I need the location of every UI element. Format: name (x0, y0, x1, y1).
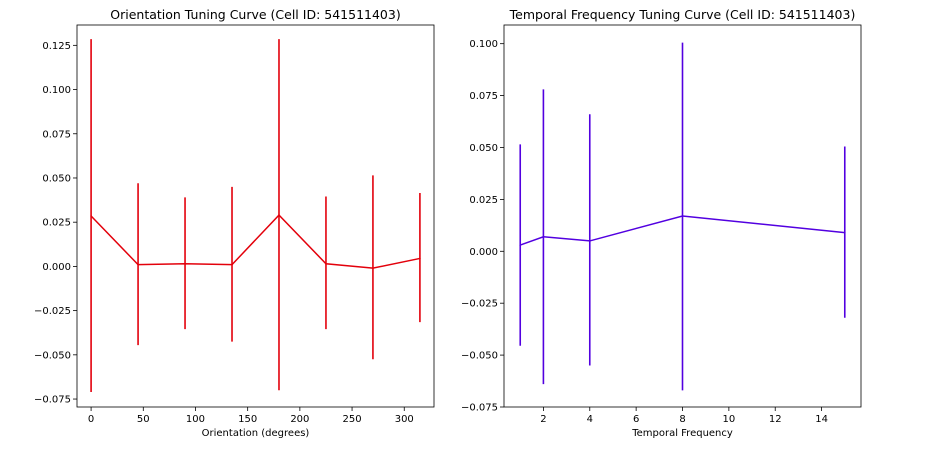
orientation-chart-title: Orientation Tuning Curve (Cell ID: 54151… (110, 7, 400, 22)
orientation-x-tick-label: 50 (137, 414, 150, 425)
temporal-frequency-x-tick-label: 4 (587, 414, 593, 425)
temporal-frequency-x-tick-label: 6 (633, 414, 639, 425)
orientation-data-point (419, 257, 421, 260)
orientation-y-tick-label: 0.025 (42, 218, 71, 229)
temporal-frequency-x-tick-label: 14 (815, 414, 828, 425)
temporal-frequency-y-tick-label: −0.050 (461, 351, 498, 362)
orientation-data-point (278, 214, 280, 216)
temporal-frequency-y-tick-label: −0.025 (461, 299, 498, 310)
orientation-x-tick-label: 0 (88, 414, 94, 425)
orientation-x-tick-label: 150 (238, 414, 257, 425)
orientation-chart-xlabel: Orientation (degrees) (202, 428, 310, 439)
orientation-x-tick-label: 100 (186, 414, 205, 425)
temporal-frequency-chart-title: Temporal Frequency Tuning Curve (Cell ID… (509, 7, 856, 22)
orientation-data-point (325, 262, 327, 265)
orientation-data-point (90, 215, 92, 217)
temporal-frequency-y-tick-label: −0.075 (461, 403, 498, 414)
orientation-y-tick-label: 0.075 (42, 129, 71, 140)
orientation-y-tick-label: 0.100 (42, 85, 71, 96)
orientation-x-tick-label: 300 (395, 414, 414, 425)
temporal-frequency-chart: Temporal Frequency Tuning Curve (Cell ID… (461, 7, 862, 439)
temporal-frequency-y-tick-label: 0.000 (469, 247, 498, 258)
temporal-frequency-data-point (519, 244, 522, 246)
orientation-y-tick-label: 0.000 (42, 262, 71, 273)
temporal-frequency-data-point (588, 240, 591, 242)
temporal-frequency-y-tick-label: 0.075 (469, 91, 498, 102)
orientation-y-tick-label: −0.025 (34, 306, 71, 317)
orientation-data-point (184, 262, 186, 265)
orientation-plot-frame (76, 24, 435, 408)
orientation-data-point (372, 267, 374, 269)
orientation-y-tick-label: 0.125 (42, 41, 71, 52)
orientation-y-tick-label: −0.075 (34, 395, 71, 406)
orientation-data-point (231, 263, 233, 266)
temporal-frequency-chart-xlabel: Temporal Frequency (631, 428, 733, 439)
temporal-frequency-x-tick-label: 8 (679, 414, 685, 425)
orientation-x-tick-label: 250 (343, 414, 362, 425)
temporal-frequency-x-tick-label: 2 (540, 414, 546, 425)
temporal-frequency-x-tick-label: 10 (722, 414, 735, 425)
temporal-frequency-x-tick-label: 12 (769, 414, 782, 425)
temporal-frequency-data-point (681, 215, 684, 217)
orientation-y-tick-label: −0.050 (34, 350, 71, 361)
orientation-data-point (137, 263, 139, 266)
temporal-frequency-data-point (843, 231, 846, 234)
orientation-y-tick-label: 0.050 (42, 173, 71, 184)
temporal-frequency-y-tick-label: 0.050 (469, 143, 498, 154)
orientation-series-line (90, 214, 421, 269)
temporal-frequency-y-tick-label: 0.100 (469, 39, 498, 50)
orientation-chart: Orientation Tuning Curve (Cell ID: 54151… (34, 7, 435, 439)
temporal-frequency-y-tick-label: 0.025 (469, 195, 498, 206)
orientation-x-tick-label: 200 (290, 414, 309, 425)
temporal-frequency-data-point (542, 235, 545, 238)
